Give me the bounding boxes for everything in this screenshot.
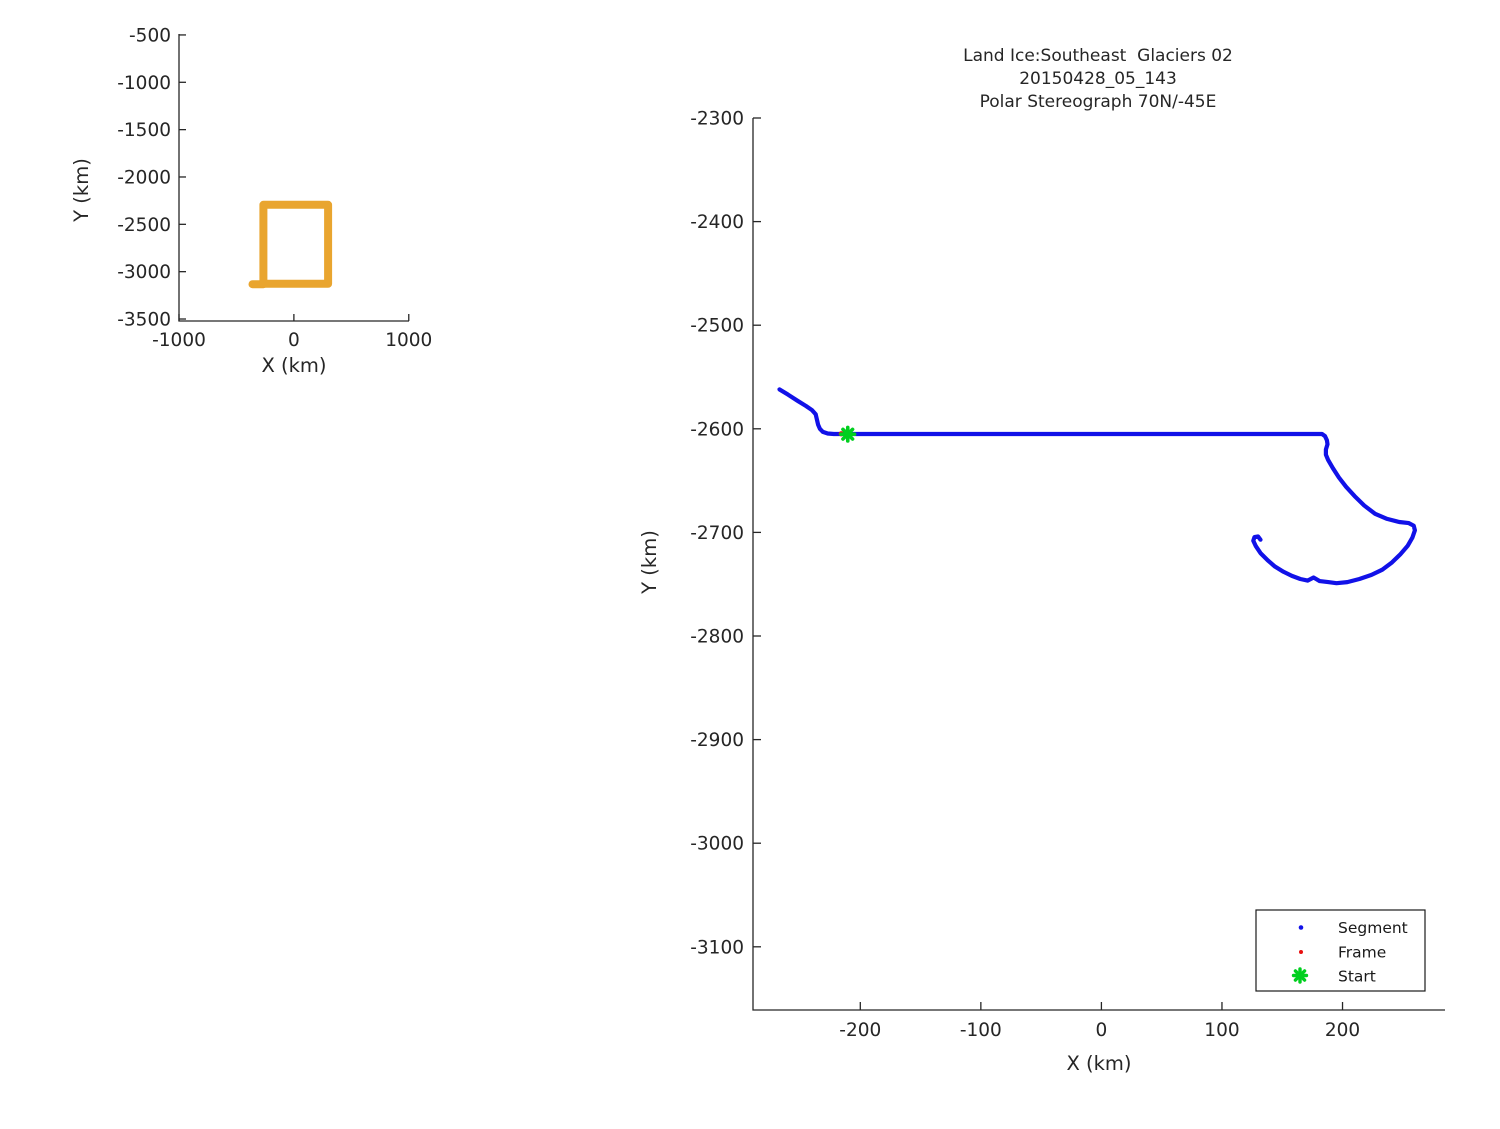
y-tick-label: -3500 xyxy=(117,310,171,331)
y-tick-label: -1000 xyxy=(117,73,171,94)
y-tick-label: -2500 xyxy=(117,215,171,236)
legend-box xyxy=(1255,909,1426,992)
overview-ticks: -1000 0 1000 -500 -1000 -1500 -2000 -2500 -3000 -… xyxy=(117,25,432,351)
title-line-1: Land Ice:Southeast Glaciers 02 xyxy=(963,46,1233,66)
legend: Segment Frame Start xyxy=(1255,909,1426,992)
x-tick-label: -100 xyxy=(960,1020,1002,1041)
axis-lines xyxy=(178,34,409,322)
main-series xyxy=(777,387,1418,586)
y-tick-label: -500 xyxy=(129,25,171,46)
overview-y-axis-label: Y (km) xyxy=(70,158,93,223)
y-tick-label: -2900 xyxy=(690,730,744,751)
legend-label-start: Start xyxy=(1338,968,1376,986)
legend-label-segment: Segment xyxy=(1338,919,1408,937)
y-tick-label: -2500 xyxy=(690,316,744,337)
main-axes xyxy=(752,118,1445,1011)
x-tick-label: -200 xyxy=(839,1020,881,1041)
overview-plot: -1000 0 1000 -500 -1000 -1500 -2000 -2500 -3000 -… xyxy=(70,25,432,377)
y-tick-label: -2000 xyxy=(117,167,171,188)
legend-marker-frame xyxy=(1299,950,1303,954)
title-line-3: Polar Stereograph 70N/-45E xyxy=(980,92,1217,112)
x-tick-label: 100 xyxy=(1204,1020,1239,1041)
y-tick-label: -3000 xyxy=(690,834,744,855)
asterisk-spoke xyxy=(1293,969,1307,982)
x-tick-label: -1000 xyxy=(152,330,206,351)
y-tick-label: -2300 xyxy=(690,109,744,130)
overview-x-axis-label: X (km) xyxy=(261,354,326,377)
main-ticks: -200 -100 0 100 200 -2300 -2400 -2500 -2600 -2700… xyxy=(690,109,1360,1042)
legend-marker-start xyxy=(1291,967,1309,984)
legend-marker-segment xyxy=(1298,925,1304,930)
x-tick-label: 1000 xyxy=(385,330,432,351)
y-tick-label: -3000 xyxy=(117,262,171,283)
y-tick-label: -2700 xyxy=(690,523,744,544)
legend-label-frame: Frame xyxy=(1338,944,1386,962)
start-point xyxy=(839,425,857,443)
y-tick-label: -1500 xyxy=(117,120,171,141)
y-tick-label: -2600 xyxy=(690,419,744,440)
main-plot-title: Land Ice:Southeast Glaciers 02 20150428_… xyxy=(963,46,1233,112)
main-plot: Land Ice:Southeast Glaciers 02 20150428_… xyxy=(638,46,1445,1075)
legend-markers xyxy=(1291,925,1309,984)
main-y-axis-label: Y (km) xyxy=(638,530,661,595)
segment-track xyxy=(777,387,1418,586)
overview-axes xyxy=(178,34,409,322)
coverage-region-outline xyxy=(259,200,333,288)
y-tick-label: -2400 xyxy=(690,212,744,233)
x-tick-label: 0 xyxy=(1096,1020,1108,1041)
y-tick-label: -3100 xyxy=(690,937,744,958)
x-tick-label: 0 xyxy=(288,330,300,351)
x-tick-label: 200 xyxy=(1325,1020,1360,1041)
title-line-2: 20150428_05_143 xyxy=(1019,69,1177,89)
overview-series xyxy=(248,200,333,289)
asterisk-spoke xyxy=(841,427,855,441)
y-tick-label: -2800 xyxy=(690,627,744,648)
main-x-axis-label: X (km) xyxy=(1066,1052,1131,1075)
axis-lines xyxy=(752,118,1445,1011)
